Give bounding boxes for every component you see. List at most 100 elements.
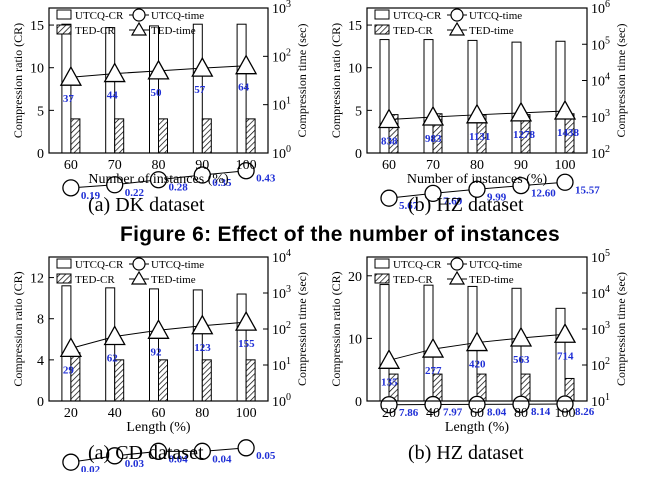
x-tick-label: 40 <box>426 406 440 421</box>
y2-tick-label: 100 <box>272 392 291 410</box>
data-label-utcq-time: 0.43 <box>256 173 276 185</box>
y2-axis-label: Compression time (sec) <box>295 24 309 138</box>
legend-marker-ted-time <box>130 270 148 285</box>
bar-utcq-cr <box>149 288 159 402</box>
y2-tick-label: 104 <box>591 72 610 90</box>
marker-ted-time <box>103 62 126 83</box>
y-tick-label: 5 <box>355 104 362 119</box>
x-axis-label: Length (%) <box>445 420 509 435</box>
x-axis-label: Length (%) <box>126 420 190 435</box>
marker-ted-time <box>234 54 258 75</box>
y-tick-label: 4 <box>37 354 44 369</box>
data-label-utcq-time: 7.69 <box>443 195 463 207</box>
chart-panel-1: 0.19 0.22 0.28 0.35 0.43 37 44 50 57 64 0 5 10 15 100 1… <box>11 0 309 202</box>
legend-marker-ted-time <box>448 21 466 36</box>
x-tick-label: 60 <box>470 406 484 421</box>
y2-tick-label: 102 <box>591 356 610 374</box>
marker-ted-time <box>421 105 445 126</box>
marker-ted-time <box>553 322 577 343</box>
legend-marker-utcq-time <box>450 8 464 22</box>
marker-ted-time <box>553 99 577 120</box>
marker-ted-time <box>377 348 401 369</box>
marker-ted-time <box>465 103 489 124</box>
y-axis-label: Compression ratio (CR) <box>11 271 25 386</box>
data-label-utcq-time: 0.02 <box>81 464 101 472</box>
y2-tick-label: 100 <box>272 144 291 162</box>
y2-tick-label: 103 <box>591 320 610 338</box>
y-tick-label: 10 <box>348 62 362 77</box>
legend-marker-ted-time <box>448 270 466 285</box>
bar-ted-cr <box>158 359 168 402</box>
y-tick-label: 10 <box>30 62 44 77</box>
x-tick-label: 100 <box>236 158 257 173</box>
marker-ted-time <box>191 56 214 77</box>
data-label-ted-time: 277 <box>425 365 442 377</box>
legend-marker-ted-time <box>130 21 148 36</box>
marker-utcq-time <box>556 395 574 413</box>
y-tick-label: 0 <box>355 395 362 410</box>
marker-ted-time <box>59 65 83 86</box>
legend-label-utcq-cr: UTCQ-CR <box>393 259 442 271</box>
legend-swatch-utcq-cr <box>374 258 390 269</box>
y2-tick-label: 101 <box>272 96 291 114</box>
bar-ted-cr <box>114 118 125 154</box>
data-label-ted-time: 1131 <box>469 131 490 143</box>
data-label-utcq-time: 0.04 <box>212 453 232 465</box>
x-axis-label: Number of instances (%) <box>407 172 548 187</box>
chart-panel-3: 0.02 0.03 0.04 0.04 0.05 29 62 92 123 155 0 4 8 12 100… <box>11 248 309 476</box>
y-axis-label: Compression ratio (CR) <box>11 23 25 138</box>
marker-utcq-time <box>106 176 124 194</box>
y-tick-label: 5 <box>37 104 44 119</box>
data-label-ted-time: 92 <box>151 346 163 358</box>
marker-utcq-time <box>468 180 486 198</box>
caption-hz-length: (b) HZ dataset <box>408 442 524 464</box>
x-tick-label: 60 <box>64 158 78 173</box>
x-tick-label: 100 <box>236 406 257 421</box>
marker-utcq-time <box>237 439 255 457</box>
legend-label-utcq-time: UTCQ-time <box>151 259 204 271</box>
data-label-ted-time: 714 <box>557 350 574 362</box>
legend-marker-utcq-time <box>132 257 146 271</box>
data-label-utcq-time: 5.67 <box>399 200 419 212</box>
marker-utcq-time <box>149 442 168 460</box>
data-label-utcq-time: 0.19 <box>81 190 101 202</box>
data-label-ted-time: 50 <box>151 87 163 99</box>
legend-swatch-ted-cr <box>56 273 72 284</box>
y-tick-label: 10 <box>348 332 362 347</box>
legend-label-ted-cr: TED-CR <box>393 25 433 37</box>
marker-ted-time <box>421 337 445 358</box>
y2-tick-label: 103 <box>591 108 610 126</box>
data-label-utcq-time: 0.05 <box>256 450 276 462</box>
marker-ted-time <box>59 337 83 358</box>
legend-swatch-utcq-cr <box>56 9 72 20</box>
y-tick-label: 0 <box>37 147 44 162</box>
data-label-utcq-time: 0.03 <box>125 458 145 470</box>
x-tick-label: 20 <box>382 406 396 421</box>
caption-dk: (a) DK dataset <box>88 194 205 216</box>
y2-tick-label: 105 <box>591 248 610 266</box>
data-label-ted-time: 563 <box>513 354 530 366</box>
legend-label-utcq-time: UTCQ-time <box>469 259 522 271</box>
legend-swatch-ted-cr <box>374 273 390 284</box>
marker-utcq-time <box>556 173 574 191</box>
x-tick-label: 100 <box>555 406 576 421</box>
data-label-utcq-time: 7.86 <box>399 407 419 419</box>
data-label-ted-time: 1438 <box>557 127 580 139</box>
data-label-ted-time: 983 <box>425 133 442 145</box>
caption-hz-instances: (b) HZ dataset <box>408 194 524 216</box>
y2-tick-label: 101 <box>591 392 610 410</box>
y2-tick-label: 102 <box>272 320 291 338</box>
data-label-utcq-time: 15.57 <box>575 184 600 196</box>
y2-tick-label: 103 <box>272 284 291 302</box>
legend-marker-utcq-time <box>132 8 146 22</box>
bar-ted-cr <box>158 118 168 154</box>
bar-utcq-cr <box>61 23 72 154</box>
y2-tick-label: 102 <box>591 144 610 162</box>
data-label-utcq-time: 0.35 <box>212 177 232 189</box>
marker-ted-time <box>191 314 214 335</box>
data-label-ted-time: 135 <box>381 376 398 388</box>
y2-tick-label: 102 <box>272 47 291 65</box>
marker-utcq-time <box>380 189 398 207</box>
marker-ted-time <box>509 101 533 122</box>
